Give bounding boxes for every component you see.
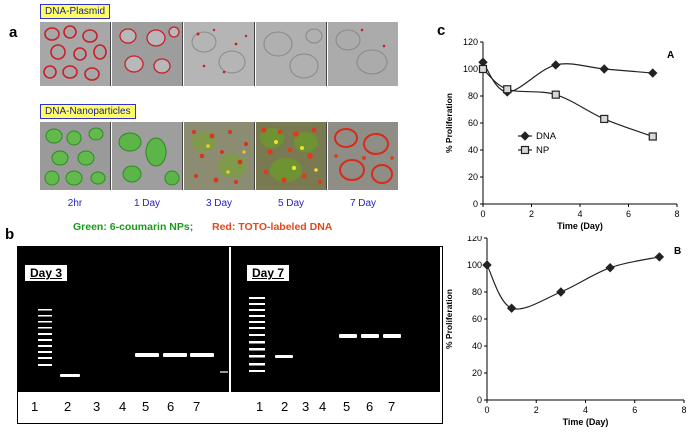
day3-top-lane-1: 1: [44, 285, 51, 299]
np-tile-2hr: [40, 122, 111, 190]
day7-bottom-lane-4: 4: [319, 399, 327, 414]
plasmid-tile-7day: [328, 22, 398, 86]
day7-bottom-lane-7: 7: [388, 399, 396, 414]
day3-top-lane-4: 4: [110, 285, 117, 299]
chartB-xtick-label-2: 2: [534, 405, 539, 415]
chartB-xtick-label-0: 0: [484, 405, 489, 415]
day3-top-lane-6: 6: [162, 285, 169, 299]
chartA-point-0-3: [599, 64, 609, 74]
chartB-ytick-label-120: 120: [467, 236, 482, 243]
panel-letter-a: a: [9, 24, 18, 41]
chart-B: 0 20 40 60 80 100 120 0 2 4 6 8 Time (Day) % Prolifer…: [444, 236, 687, 427]
chartB-panel-tag: B: [674, 246, 681, 257]
day3-top-lane-2: 2: [66, 285, 73, 299]
chartB-ytick-label-20: 20: [472, 368, 482, 378]
time-label-1day: 1 Day: [133, 198, 161, 209]
chartA-xtick-label-6: 6: [626, 209, 631, 219]
chartA-xlabel: Time (Day): [557, 221, 603, 231]
chartA-ylabel: % Proliferation: [444, 93, 454, 153]
legend-green-text: Green: 6-coumarin NPs;: [73, 221, 194, 233]
chartA-xtick-label-4: 4: [577, 209, 582, 219]
chartA-ytick-label-60: 60: [468, 118, 478, 128]
day7-bottom-lane-1: 1: [256, 399, 264, 414]
time-label-5day: 5 Day: [277, 198, 305, 209]
plasmid-label: DNA-Plasmid: [40, 4, 111, 19]
chartB-point-0-4: [654, 252, 665, 262]
chartA-series-line-1: [482, 68, 653, 138]
chartB-ytick-label-40: 40: [472, 341, 482, 351]
chartB-ytick-label-60: 60: [472, 314, 482, 324]
chartA-point-0-4: [648, 68, 658, 78]
chartB-xtick-label-6: 6: [632, 405, 637, 415]
chartA-xtick-label-2: 2: [529, 209, 534, 219]
day3-top-lane-3: 3: [88, 285, 95, 299]
chartB-ytick-label-80: 80: [472, 287, 482, 297]
day3-top-lane-7: 7: [189, 285, 196, 299]
chartA-ytick-label-20: 20: [468, 172, 478, 182]
chartA-ytick-label-0: 0: [473, 199, 478, 209]
chartB-point-0-2: [556, 287, 566, 297]
chartA-point-1-2: [551, 90, 560, 99]
day3-bottom-lane-2: 2: [64, 399, 72, 414]
chartA-point-1-4: [648, 132, 657, 141]
day3-bottom-lane-3: 3: [93, 399, 101, 414]
chartB-xtick-label-4: 4: [583, 405, 588, 415]
chartB-ytick-label-100: 100: [467, 260, 482, 270]
plasmid-tile-5day: [256, 22, 327, 86]
chartA-panel-tag: A: [667, 50, 674, 61]
chartB-ytick-label-0: 0: [477, 395, 482, 405]
day7-bottom-lane-2: 2: [281, 399, 289, 414]
day3-bottom-lane-6: 6: [167, 399, 175, 414]
time-label-2hr: 2hr: [67, 198, 83, 209]
chartB-ylabel: % Proliferation: [444, 289, 454, 349]
day7-bottom-lane-5: 5: [343, 399, 351, 414]
time-label-3day: 3 Day: [205, 198, 233, 209]
chartA-xtick-label-8: 8: [674, 209, 679, 219]
day7-bottom-lane-6: 6: [366, 399, 374, 414]
np-tile-3day: [184, 122, 255, 190]
chartA-point-1-3: [600, 114, 609, 124]
chartA-legend-marker-1: [520, 145, 530, 155]
chartA-point-1-0: [478, 64, 488, 74]
chartA-point-1-1: [503, 85, 512, 94]
chartB-xlabel: Time (Day): [563, 417, 609, 427]
np-tile-5day: [256, 122, 327, 190]
legend-red-text: Red: TOTO-labeled DNA: [212, 221, 333, 233]
chartB-point-0-3: [605, 262, 615, 273]
chartB-point-0-1: [506, 303, 517, 313]
chartB-series-line-0: [486, 256, 660, 310]
chartA-ytick-label-100: 100: [463, 64, 478, 74]
chartA-ytick-label-40: 40: [468, 145, 478, 155]
day3-bottom-lane-7: 7: [193, 399, 201, 414]
day3-bottom-lane-4: 4: [119, 399, 127, 414]
gel-day7-title: Day 7: [246, 264, 291, 282]
chartA-legend-label-1: NP: [536, 145, 549, 156]
plasmid-tile-2hr: [40, 22, 111, 86]
chart-A: 0 20 40 60 80 100 120 0 2 4 6 8 Time (Day) % Prolifer…: [444, 37, 680, 231]
nanoparticles-label: DNA-Nanoparticles: [40, 104, 136, 119]
plasmid-tile-3day: [184, 22, 255, 86]
np-tile-1day: [112, 122, 183, 190]
chartB-xtick-label-8: 8: [681, 405, 686, 415]
chartA-xtick-label-0: 0: [480, 209, 485, 219]
plasmid-tile-1day: [112, 22, 183, 86]
chartB-point-0-0: [482, 260, 492, 270]
chartA-point-0-2: [551, 60, 561, 70]
day3-bottom-lane-1: 1: [31, 399, 39, 414]
chartA-legend-marker-0: [520, 131, 530, 141]
panel-letter-c: c: [437, 22, 446, 39]
time-label-7day: 7 Day: [349, 198, 377, 209]
day7-bottom-lane-3: 3: [302, 399, 310, 414]
chartA-ytick-label-120: 120: [463, 37, 478, 47]
np-tile-7day: [328, 122, 398, 190]
day3-top-lane-5: 5: [136, 285, 143, 299]
gel-day3-title: Day 3: [24, 264, 69, 282]
chartA-ytick-label-80: 80: [468, 91, 478, 101]
panel-letter-b: b: [5, 226, 15, 243]
chartA-legend-label-0: DNA: [536, 131, 557, 142]
day3-bottom-lane-5: 5: [142, 399, 150, 414]
